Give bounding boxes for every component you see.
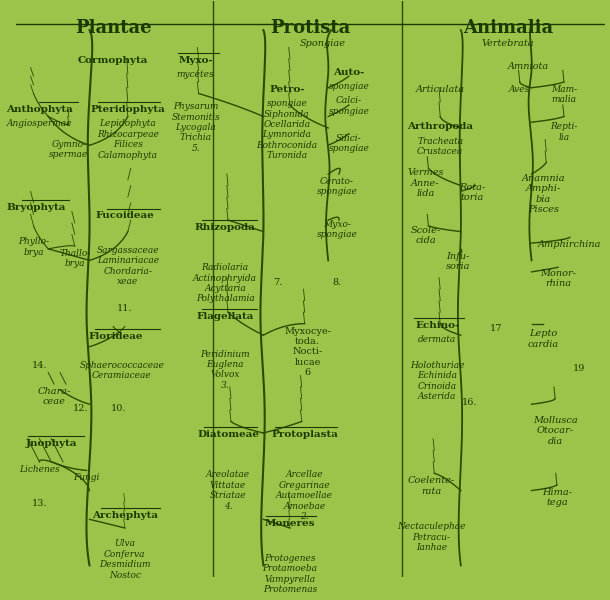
Text: Thallo-
brya: Thallo- brya [59,249,90,268]
Text: Moneres: Moneres [265,520,315,529]
Text: Diatomeae: Diatomeae [197,430,259,439]
Text: Vermes
Anne-
lida: Vermes Anne- lida [407,168,443,198]
Text: 19: 19 [573,364,585,373]
Text: Mollusca
Otocar-
dia: Mollusca Otocar- dia [533,416,578,446]
Text: Infu-
soria: Infu- soria [446,252,470,271]
Text: 14.: 14. [32,361,47,370]
Text: Ulva
Conferva
Desmidium
Nostoc: Ulva Conferva Desmidium Nostoc [99,539,151,580]
Text: Flagellata: Flagellata [196,312,254,321]
Text: 7.: 7. [273,278,283,287]
Text: Pteridophyta: Pteridophyta [90,105,165,114]
Text: Spongiae: Spongiae [300,39,345,48]
Text: Archephyta: Archephyta [92,511,158,520]
Text: Auto-: Auto- [333,68,365,77]
Text: Rota-
toria: Rota- toria [459,182,486,202]
Text: Phyllo-
brya: Phyllo- brya [18,238,49,257]
Text: Florideae: Florideae [89,332,143,341]
Text: Lepto
cardia: Lepto cardia [528,329,559,349]
Text: Aves: Aves [509,85,530,94]
Text: Arcellae
Gregarinae
Autamoellae
Amoebae
2.: Arcellae Gregarinae Autamoellae Amoebae … [276,470,333,521]
Text: Mam-
malia: Mam- malia [551,85,577,104]
Text: Angiospermae: Angiospermae [7,119,72,128]
Text: Fungi: Fungi [73,473,100,482]
Text: Myxocye-
toda.
Nocti-
lucae
6: Myxocye- toda. Nocti- lucae 6 [284,326,331,377]
Text: Myxo-
spongiae: Myxo- spongiae [317,220,357,239]
Text: Radiolaria
Actinophryida
Acyttaria
Polythalamia: Radiolaria Actinophryida Acyttaria Polyt… [193,263,257,304]
Text: 8.: 8. [332,278,342,287]
Text: Peridinium
Euglena
Volvox
3.: Peridinium Euglena Volvox 3. [200,350,250,390]
Text: Animalia: Animalia [463,19,553,37]
Text: 17: 17 [490,323,503,332]
Text: Sphaerococcaceae
Ceramiaceae: Sphaerococcaceae Ceramiaceae [79,361,164,380]
Text: Jnophyta: Jnophyta [26,439,77,448]
Text: Physarum
Stemonitis
Lycogala
Trichia
5.: Physarum Stemonitis Lycogala Trichia 5. [171,102,220,153]
Text: Amphirchina: Amphirchina [538,240,601,249]
Text: Lepidophyta
Rhizocarpeae
Filices
Calamophyta: Lepidophyta Rhizocarpeae Filices Calamop… [97,119,159,160]
Text: Protista: Protista [270,19,351,37]
Text: Articulata: Articulata [415,85,465,94]
Text: spongiae
Siphonida
Ocellarida
Lymnorida
Bothroconida
Turonida: spongiae Siphonida Ocellarida Lymnorida … [256,99,318,160]
Text: Chara-
ceae: Chara- ceae [37,387,71,406]
Text: Nectaculephae
Petracu-
Ianhae: Nectaculephae Petracu- Ianhae [397,522,465,552]
Text: Cerato-
spongiae: Cerato- spongiae [317,177,357,196]
Text: 13.: 13. [32,499,47,508]
Text: Silici-
spongiae: Silici- spongiae [328,134,369,153]
Text: 12.: 12. [73,404,88,413]
Text: Areolatae
Vittatae
Striatae
4.: Areolatae Vittatae Striatae 4. [206,470,250,511]
Text: Scole-
cida: Scole- cida [411,226,440,245]
Text: Vertebrata: Vertebrata [482,39,534,48]
Text: Hima-
tega: Hima- tega [542,488,572,507]
Text: Protogenes
Protamoeba
Vampyrella
Protomenas: Protogenes Protamoeba Vampyrella Protome… [262,554,317,594]
Text: Bryophyta: Bryophyta [7,203,66,212]
Text: Cormophyta: Cormophyta [78,56,148,65]
Text: mycetes: mycetes [177,70,215,79]
Text: spongiae: spongiae [328,82,369,91]
Text: Coelente-
rata: Coelente- rata [408,476,455,496]
Text: Petro-: Petro- [269,85,305,94]
Text: Rhizopoda: Rhizopoda [195,223,256,232]
Text: Anamnia
Amphi-
bia
Pisces: Anamnia Amphi- bia Pisces [522,174,565,214]
Text: dermata: dermata [418,335,456,344]
Text: Echino-: Echino- [415,321,459,330]
Text: Fucoideae: Fucoideae [96,211,154,220]
Text: Protoplasta: Protoplasta [271,430,338,439]
Text: 11.: 11. [117,304,133,313]
Text: 10.: 10. [111,404,127,413]
Text: Monor-
rhina: Monor- rhina [540,269,576,289]
Text: Sargassaceae
Laminariacae
Chordaria-
xeae: Sargassaceae Laminariacae Chordaria- xea… [96,246,159,286]
Text: Repti-
lia: Repti- lia [550,122,578,142]
Text: Calci-
spongiae: Calci- spongiae [328,97,369,116]
Text: Holothuriae
Echinida
Crinoida
Asterida: Holothuriae Echinida Crinoida Asterida [410,361,464,401]
Text: Plantae: Plantae [75,19,151,37]
Text: 16.: 16. [462,398,478,407]
Text: Arthropoda: Arthropoda [407,122,473,131]
Text: Tracheata
Crustacea: Tracheata Crustacea [417,137,464,156]
Text: Anthophyta: Anthophyta [6,105,73,114]
Text: Lichenes: Lichenes [19,464,60,473]
Text: Myxo-: Myxo- [178,56,213,65]
Text: Gymno-
spermae: Gymno- spermae [49,140,88,159]
Text: Amniota: Amniota [508,62,549,71]
